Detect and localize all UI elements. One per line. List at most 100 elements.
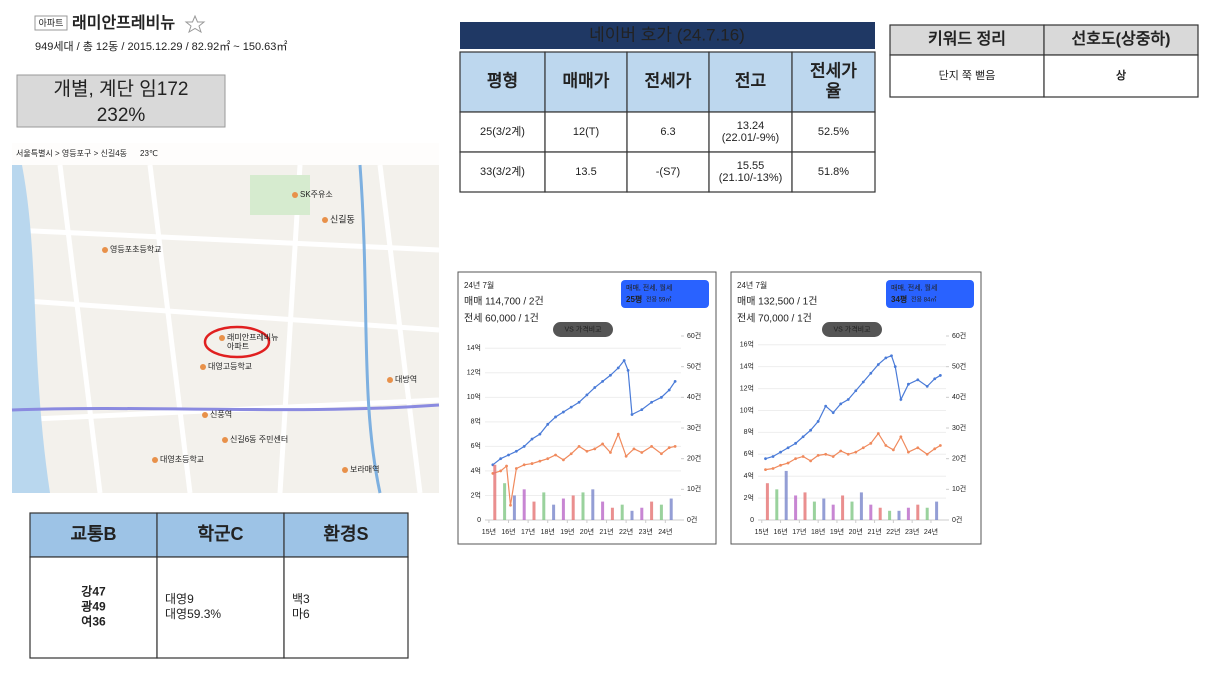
y-tick-label: 8억 (471, 418, 481, 426)
badge-text: 매매, 전세, 월세 (626, 283, 672, 292)
map-label: 서울특별시 > 영등포구 > 신길4동 (16, 148, 127, 158)
price-point (507, 453, 510, 457)
y-tick-label: 16억 (740, 341, 754, 349)
price-point (938, 374, 942, 377)
price-point (925, 384, 929, 388)
x-tick-label: 21년 (867, 527, 881, 536)
sale-summary: 매매 132,500 / 1건 (737, 296, 817, 308)
cell-text: 여36 (81, 614, 106, 629)
x-tick-label: 23년 (639, 527, 653, 536)
price-point (876, 432, 880, 435)
price-point (499, 469, 503, 473)
price-point (861, 446, 865, 450)
x-tick-label: 16년 (773, 527, 787, 536)
price-point (616, 366, 620, 370)
volume-bar (571, 495, 575, 520)
price-point (846, 398, 850, 401)
price-point (884, 444, 888, 447)
price-point (650, 445, 653, 448)
price-point (522, 463, 526, 467)
price-point (771, 467, 775, 470)
price-point (854, 389, 858, 393)
title: 래미안프레비뉴 (72, 14, 175, 32)
price-point (899, 435, 903, 439)
naver-title: 네이버 호가 (24.7.16) (589, 25, 745, 44)
map-label: 보라매역 (350, 464, 379, 474)
y-tick-label: 14억 (467, 344, 481, 352)
price-point (660, 395, 663, 399)
x-tick-label: 17년 (792, 527, 806, 536)
price-point (554, 415, 557, 419)
price-point (499, 457, 503, 461)
x-tick-label: 23년 (905, 527, 919, 536)
header-text: 키워드 정리 (928, 30, 1006, 48)
badge-text: 매매, 전세, 월세 (891, 283, 937, 292)
x-tick-label: 15년 (755, 527, 769, 536)
price-point (846, 452, 850, 456)
price-point (640, 451, 644, 454)
price-point (569, 405, 573, 409)
table-header-cell (1043, 24, 1199, 56)
cell-text: -(S7) (656, 166, 680, 178)
price-point (538, 432, 542, 436)
price-point (854, 450, 858, 454)
note-line: 232% (97, 105, 146, 126)
table-cell (544, 151, 628, 193)
volume-bar (581, 492, 585, 520)
y2-tick-label: 30건 (687, 423, 701, 432)
price-point (514, 467, 518, 470)
price-point (609, 451, 612, 454)
price-point (764, 468, 767, 472)
chart-card (457, 271, 717, 545)
table-cell (459, 151, 546, 193)
table-header-cell (544, 51, 628, 113)
map-label: SK주유소 (300, 190, 333, 199)
price-point (630, 413, 634, 416)
price-point (861, 380, 865, 384)
volume-bar (888, 510, 892, 520)
tag-box (34, 15, 68, 31)
y-tick-label: 4억 (471, 467, 481, 475)
badge-area: 전용 84㎡ (911, 296, 936, 304)
y2-tick-label: 50건 (687, 362, 701, 371)
table-cell (156, 556, 285, 659)
x-tick-label: 22년 (619, 527, 633, 536)
header-text: 전세가 (810, 61, 857, 80)
cell-text: 강47 (81, 585, 106, 599)
y-tick-label: 4억 (744, 472, 754, 480)
badge-size: 25평 (626, 294, 642, 304)
cell-text: 대영59.3% (165, 607, 221, 621)
price-point (801, 455, 805, 458)
volume-bar (935, 501, 939, 520)
price-point (505, 464, 508, 468)
naver-title-bar (460, 22, 875, 49)
y-tick-label: 10억 (467, 393, 481, 401)
badge-size: 34평 (891, 294, 907, 304)
header-text: 매매가 (563, 71, 610, 90)
x-tick-label: 19년 (560, 527, 574, 536)
x-tick-label: 16년 (501, 527, 515, 536)
price-point (794, 457, 797, 461)
volume-bar (925, 507, 929, 520)
cell-text: (21.10/-13%) (719, 172, 783, 184)
price-point (938, 444, 942, 447)
favorite-star[interactable] (184, 14, 206, 34)
map-label: 신길6동 주민센터 (230, 434, 288, 444)
volume-bar (850, 501, 854, 520)
volume-bar (869, 504, 873, 520)
table-cell (626, 151, 710, 193)
map-topbar (12, 143, 439, 165)
table-header-cell (791, 51, 876, 113)
cell-text: 12(T) (573, 126, 599, 138)
cell-text: 52.5% (818, 126, 849, 138)
price-point (673, 379, 677, 383)
volume-bar (493, 464, 497, 520)
price-point (831, 411, 835, 415)
cell-text: 15.55 (737, 160, 765, 172)
price-point (916, 446, 920, 450)
price-point (601, 442, 604, 446)
x-tick-label: 21년 (599, 527, 613, 536)
y2-tick-label: 10건 (687, 484, 701, 493)
map-label: 신길동 (330, 214, 355, 224)
